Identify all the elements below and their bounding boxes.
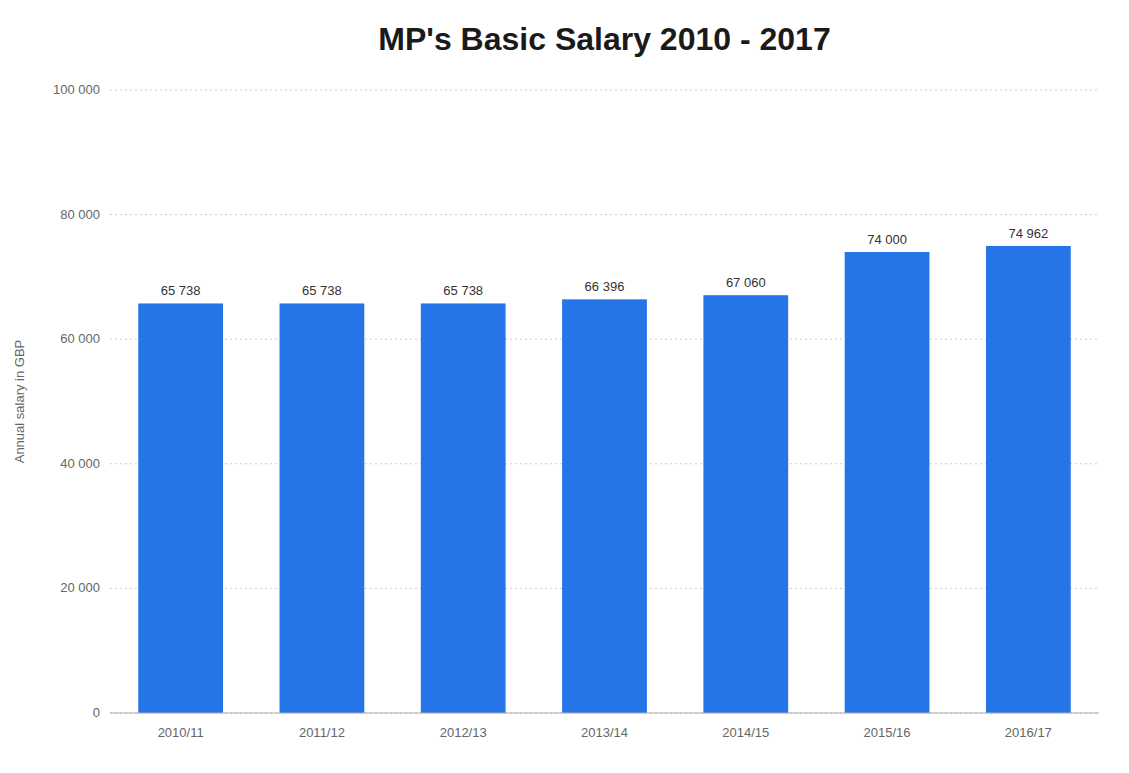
grid-line xyxy=(110,214,1099,215)
bar xyxy=(280,303,365,713)
bars xyxy=(138,246,1070,713)
x-tick-label: 2010/11 xyxy=(158,725,204,740)
bar xyxy=(421,303,506,713)
data-label: 66 396 xyxy=(585,279,625,294)
grid-line xyxy=(110,90,1099,91)
grid xyxy=(110,90,1099,713)
bar xyxy=(703,295,788,713)
x-tick-label: 2016/17 xyxy=(1005,725,1052,740)
y-axis-label: Annual salary in GBP xyxy=(12,340,27,464)
y-tick-label: 60 000 xyxy=(60,331,100,346)
x-tick-label: 2011/12 xyxy=(299,725,345,740)
data-label: 65 738 xyxy=(443,283,483,298)
chart-title: MP's Basic Salary 2010 - 2017 xyxy=(378,21,830,57)
grid-line xyxy=(110,713,1099,714)
x-tick-label: 2013/14 xyxy=(581,725,628,740)
x-axis-line xyxy=(110,713,1099,714)
data-label: 65 738 xyxy=(161,283,201,298)
chart-container: MP's Basic Salary 2010 - 2017 Annual sala… xyxy=(0,0,1129,773)
bar xyxy=(138,303,223,713)
x-tick-label: 2015/16 xyxy=(864,725,911,740)
x-tick-label: 2014/15 xyxy=(722,725,769,740)
data-label: 67 060 xyxy=(726,275,766,290)
bar xyxy=(562,299,647,713)
data-label: 74 000 xyxy=(867,232,907,247)
y-tick-label: 100 000 xyxy=(53,82,100,97)
y-tick-label: 20 000 xyxy=(60,580,100,595)
data-label: 65 738 xyxy=(302,283,342,298)
y-tick-label: 0 xyxy=(93,705,100,720)
chart-svg: MP's Basic Salary 2010 - 2017 Annual sala… xyxy=(0,0,1129,773)
y-tick-label: 40 000 xyxy=(60,456,100,471)
x-tick-label: 2012/13 xyxy=(440,725,487,740)
data-label: 74 962 xyxy=(1008,226,1048,241)
y-tick-label: 80 000 xyxy=(60,207,100,222)
bar xyxy=(986,246,1071,713)
bar xyxy=(845,252,930,713)
